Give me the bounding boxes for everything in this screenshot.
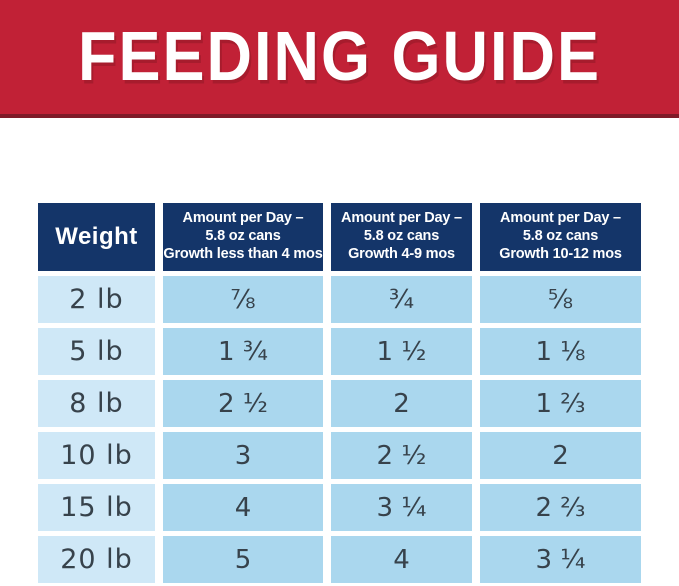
value-cell: 3 ¼ bbox=[331, 484, 472, 531]
value-cell: 3 bbox=[163, 432, 323, 479]
value-cell: 2 ½ bbox=[163, 380, 323, 427]
amount-growth-10-12-header: Amount per Day – 5.8 oz cans Growth 10-1… bbox=[480, 203, 641, 271]
value-cell: 4 bbox=[163, 484, 323, 531]
weight-cell: 2 lb bbox=[38, 276, 155, 323]
value-cell: 2 ⅔ bbox=[480, 484, 641, 531]
value-cell: ⅝ bbox=[480, 276, 641, 323]
value-cell: ¾ bbox=[331, 276, 472, 323]
amount-growth-4-9-header: Amount per Day – 5.8 oz cans Growth 4-9 … bbox=[331, 203, 472, 271]
weight-cell: 10 lb bbox=[38, 432, 155, 479]
value-cell: 2 bbox=[480, 432, 641, 479]
banner-title: FEEDING GUIDE bbox=[77, 18, 602, 96]
weight-cell: 15 lb bbox=[38, 484, 155, 531]
value-cell: 1 ⅔ bbox=[480, 380, 641, 427]
weight-cell: 20 lb bbox=[38, 536, 155, 583]
weight-cell: 5 lb bbox=[38, 328, 155, 375]
value-cell: ⅞ bbox=[163, 276, 323, 323]
value-cell: 4 bbox=[331, 536, 472, 583]
amount-growth-under4-header: Amount per Day – 5.8 oz cans Growth less… bbox=[163, 203, 323, 271]
value-cell: 1 ¾ bbox=[163, 328, 323, 375]
feeding-guide-banner: FEEDING GUIDE bbox=[0, 0, 679, 118]
value-cell: 1 ⅛ bbox=[480, 328, 641, 375]
weight-column-header: Weight bbox=[38, 203, 155, 271]
value-cell: 2 bbox=[331, 380, 472, 427]
value-cell: 5 bbox=[163, 536, 323, 583]
value-cell: 3 ¼ bbox=[480, 536, 641, 583]
weight-cell: 8 lb bbox=[38, 380, 155, 427]
value-cell: 1 ½ bbox=[331, 328, 472, 375]
value-cell: 2 ½ bbox=[331, 432, 472, 479]
feeding-guide-table: Weight Amount per Day – 5.8 oz cans Grow… bbox=[38, 203, 641, 583]
